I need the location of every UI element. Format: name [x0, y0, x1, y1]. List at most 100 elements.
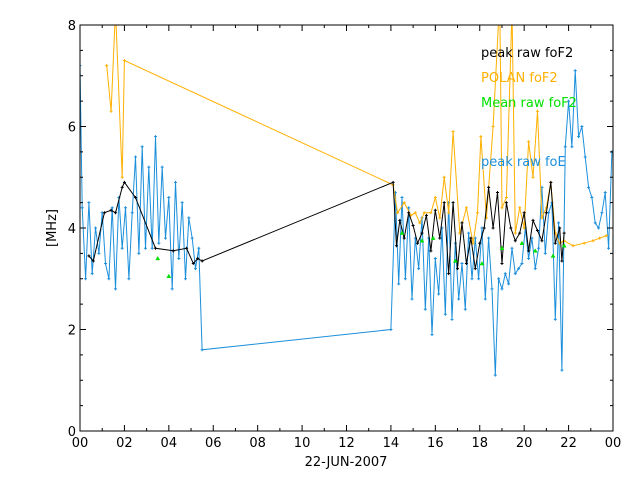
data-point-peak-raw-foe	[490, 287, 494, 291]
data-point-peak-raw-fof2	[429, 249, 433, 253]
data-point-peak-raw-foe	[563, 145, 567, 149]
y-tick-label: 4	[68, 222, 76, 237]
data-point-peak-raw-fof2	[509, 226, 513, 230]
data-point-polan-fof2	[109, 109, 113, 113]
x-tick-label: 18	[471, 436, 488, 451]
data-point-peak-raw-fof2	[91, 259, 95, 263]
x-tick-label: 00	[72, 436, 89, 451]
x-tick-label: 04	[161, 436, 178, 451]
data-point-peak-raw-foe	[497, 277, 501, 281]
x-tick-label: 02	[116, 436, 133, 451]
data-point-peak-raw-foe	[144, 246, 148, 250]
data-point-polan-fof2	[500, 206, 504, 210]
data-point-peak-raw-foe	[397, 282, 401, 286]
data-point-polan-fof2	[122, 59, 126, 63]
data-point-peak-raw-foe	[183, 277, 187, 281]
x-tick-label: 12	[338, 436, 355, 451]
data-point-mean-raw-fof2	[452, 258, 458, 263]
data-point-polan-fof2	[114, 8, 117, 11]
data-point-peak-raw-fof2	[122, 180, 126, 184]
data-point-peak-raw-foe	[503, 272, 507, 276]
data-point-peak-raw-fof2	[407, 211, 411, 215]
data-point-peak-raw-fof2	[433, 208, 437, 212]
data-point-polan-fof2	[105, 64, 109, 68]
series-peak-raw-fof2	[87, 180, 566, 276]
data-point-peak-raw-fof2	[391, 180, 395, 184]
data-point-peak-raw-foe	[97, 251, 101, 255]
x-tick-label: 20	[516, 436, 533, 451]
data-point-peak-raw-foe	[433, 256, 437, 260]
data-point-peak-raw-foe	[154, 135, 158, 139]
data-point-peak-raw-fof2	[196, 256, 200, 260]
data-point-peak-raw-fof2	[87, 254, 91, 258]
data-point-mean-raw-fof2	[430, 235, 436, 240]
data-point-peak-raw-foe	[513, 272, 517, 276]
data-point-polan-fof2	[476, 211, 480, 215]
data-point-polan-fof2	[442, 175, 446, 179]
data-point-peak-raw-fof2	[154, 246, 158, 250]
data-point-peak-raw-fof2	[464, 262, 468, 266]
data-point-peak-raw-fof2	[191, 262, 195, 266]
data-point-peak-raw-fof2	[560, 259, 564, 263]
data-point-mean-raw-fof2	[550, 253, 556, 258]
data-point-peak-raw-fof2	[456, 267, 460, 271]
data-point-peak-raw-foe	[124, 206, 128, 210]
data-point-peak-raw-fof2	[553, 241, 557, 245]
data-point-peak-raw-fof2	[451, 201, 455, 205]
data-point-peak-raw-foe	[114, 287, 118, 291]
data-point-peak-raw-fof2	[535, 229, 539, 233]
x-tick-label: 10	[294, 436, 311, 451]
data-point-peak-raw-foe	[577, 135, 581, 139]
x-tick-label: 22	[560, 436, 577, 451]
data-point-peak-raw-foe	[517, 267, 521, 271]
data-point-peak-raw-foe	[193, 267, 197, 271]
data-point-peak-raw-fof2	[531, 218, 535, 222]
data-point-peak-raw-foe	[164, 236, 168, 240]
x-tick-label: 06	[205, 436, 222, 451]
data-point-peak-raw-foe	[607, 246, 611, 250]
data-point-peak-raw-foe	[600, 211, 604, 215]
data-point-peak-raw-foe	[140, 145, 144, 149]
y-tick-label: 2	[68, 324, 76, 339]
data-point-polan-fof2	[498, 0, 501, 1]
data-point-polan-fof2	[513, 231, 517, 235]
y-axis-label: [MHz]	[45, 209, 60, 247]
data-point-polan-fof2	[535, 109, 539, 113]
legend: peak raw foF2 POLAN foF2 Mean raw foF2 peak…	[481, 46, 577, 170]
data-point-polan-fof2	[582, 241, 586, 245]
data-point-peak-raw-foe	[417, 267, 421, 271]
data-point-peak-raw-fof2	[416, 241, 420, 245]
data-point-peak-raw-foe	[533, 267, 537, 271]
data-point-peak-raw-foe	[160, 165, 164, 169]
data-point-polan-fof2	[451, 130, 455, 134]
data-point-peak-raw-foe	[157, 241, 161, 245]
data-point-polan-fof2	[402, 201, 406, 205]
data-point-peak-raw-foe	[477, 277, 481, 281]
data-point-mean-raw-fof2	[166, 273, 172, 278]
data-point-peak-raw-foe	[130, 211, 134, 215]
data-point-peak-raw-fof2	[120, 185, 124, 189]
data-point-peak-raw-foe	[430, 333, 434, 337]
data-point-peak-raw-foe	[467, 231, 471, 235]
data-point-polan-fof2	[438, 216, 442, 220]
data-point-polan-fof2	[540, 216, 544, 220]
data-point-peak-raw-foe	[530, 236, 534, 240]
data-point-peak-raw-fof2	[438, 236, 442, 240]
series-mean-raw-fof2	[155, 230, 567, 278]
data-point-peak-raw-fof2	[487, 185, 491, 189]
data-point-peak-raw-foe	[460, 262, 464, 266]
data-point-peak-raw-foe	[87, 201, 91, 205]
data-point-peak-raw-fof2	[513, 239, 517, 243]
data-point-peak-raw-fof2	[102, 211, 106, 215]
data-point-polan-fof2	[429, 211, 433, 215]
data-point-peak-raw-fof2	[544, 211, 548, 215]
data-point-polan-fof2	[522, 226, 526, 230]
data-point-peak-raw-foe	[537, 246, 541, 250]
data-point-peak-raw-foe	[580, 125, 584, 128]
data-point-peak-raw-foe	[510, 246, 514, 250]
data-point-peak-raw-fof2	[562, 231, 566, 235]
data-point-polan-fof2	[433, 196, 437, 200]
data-point-polan-fof2	[571, 244, 575, 248]
data-point-peak-raw-foe	[137, 251, 141, 255]
data-point-peak-raw-foe	[127, 277, 131, 281]
